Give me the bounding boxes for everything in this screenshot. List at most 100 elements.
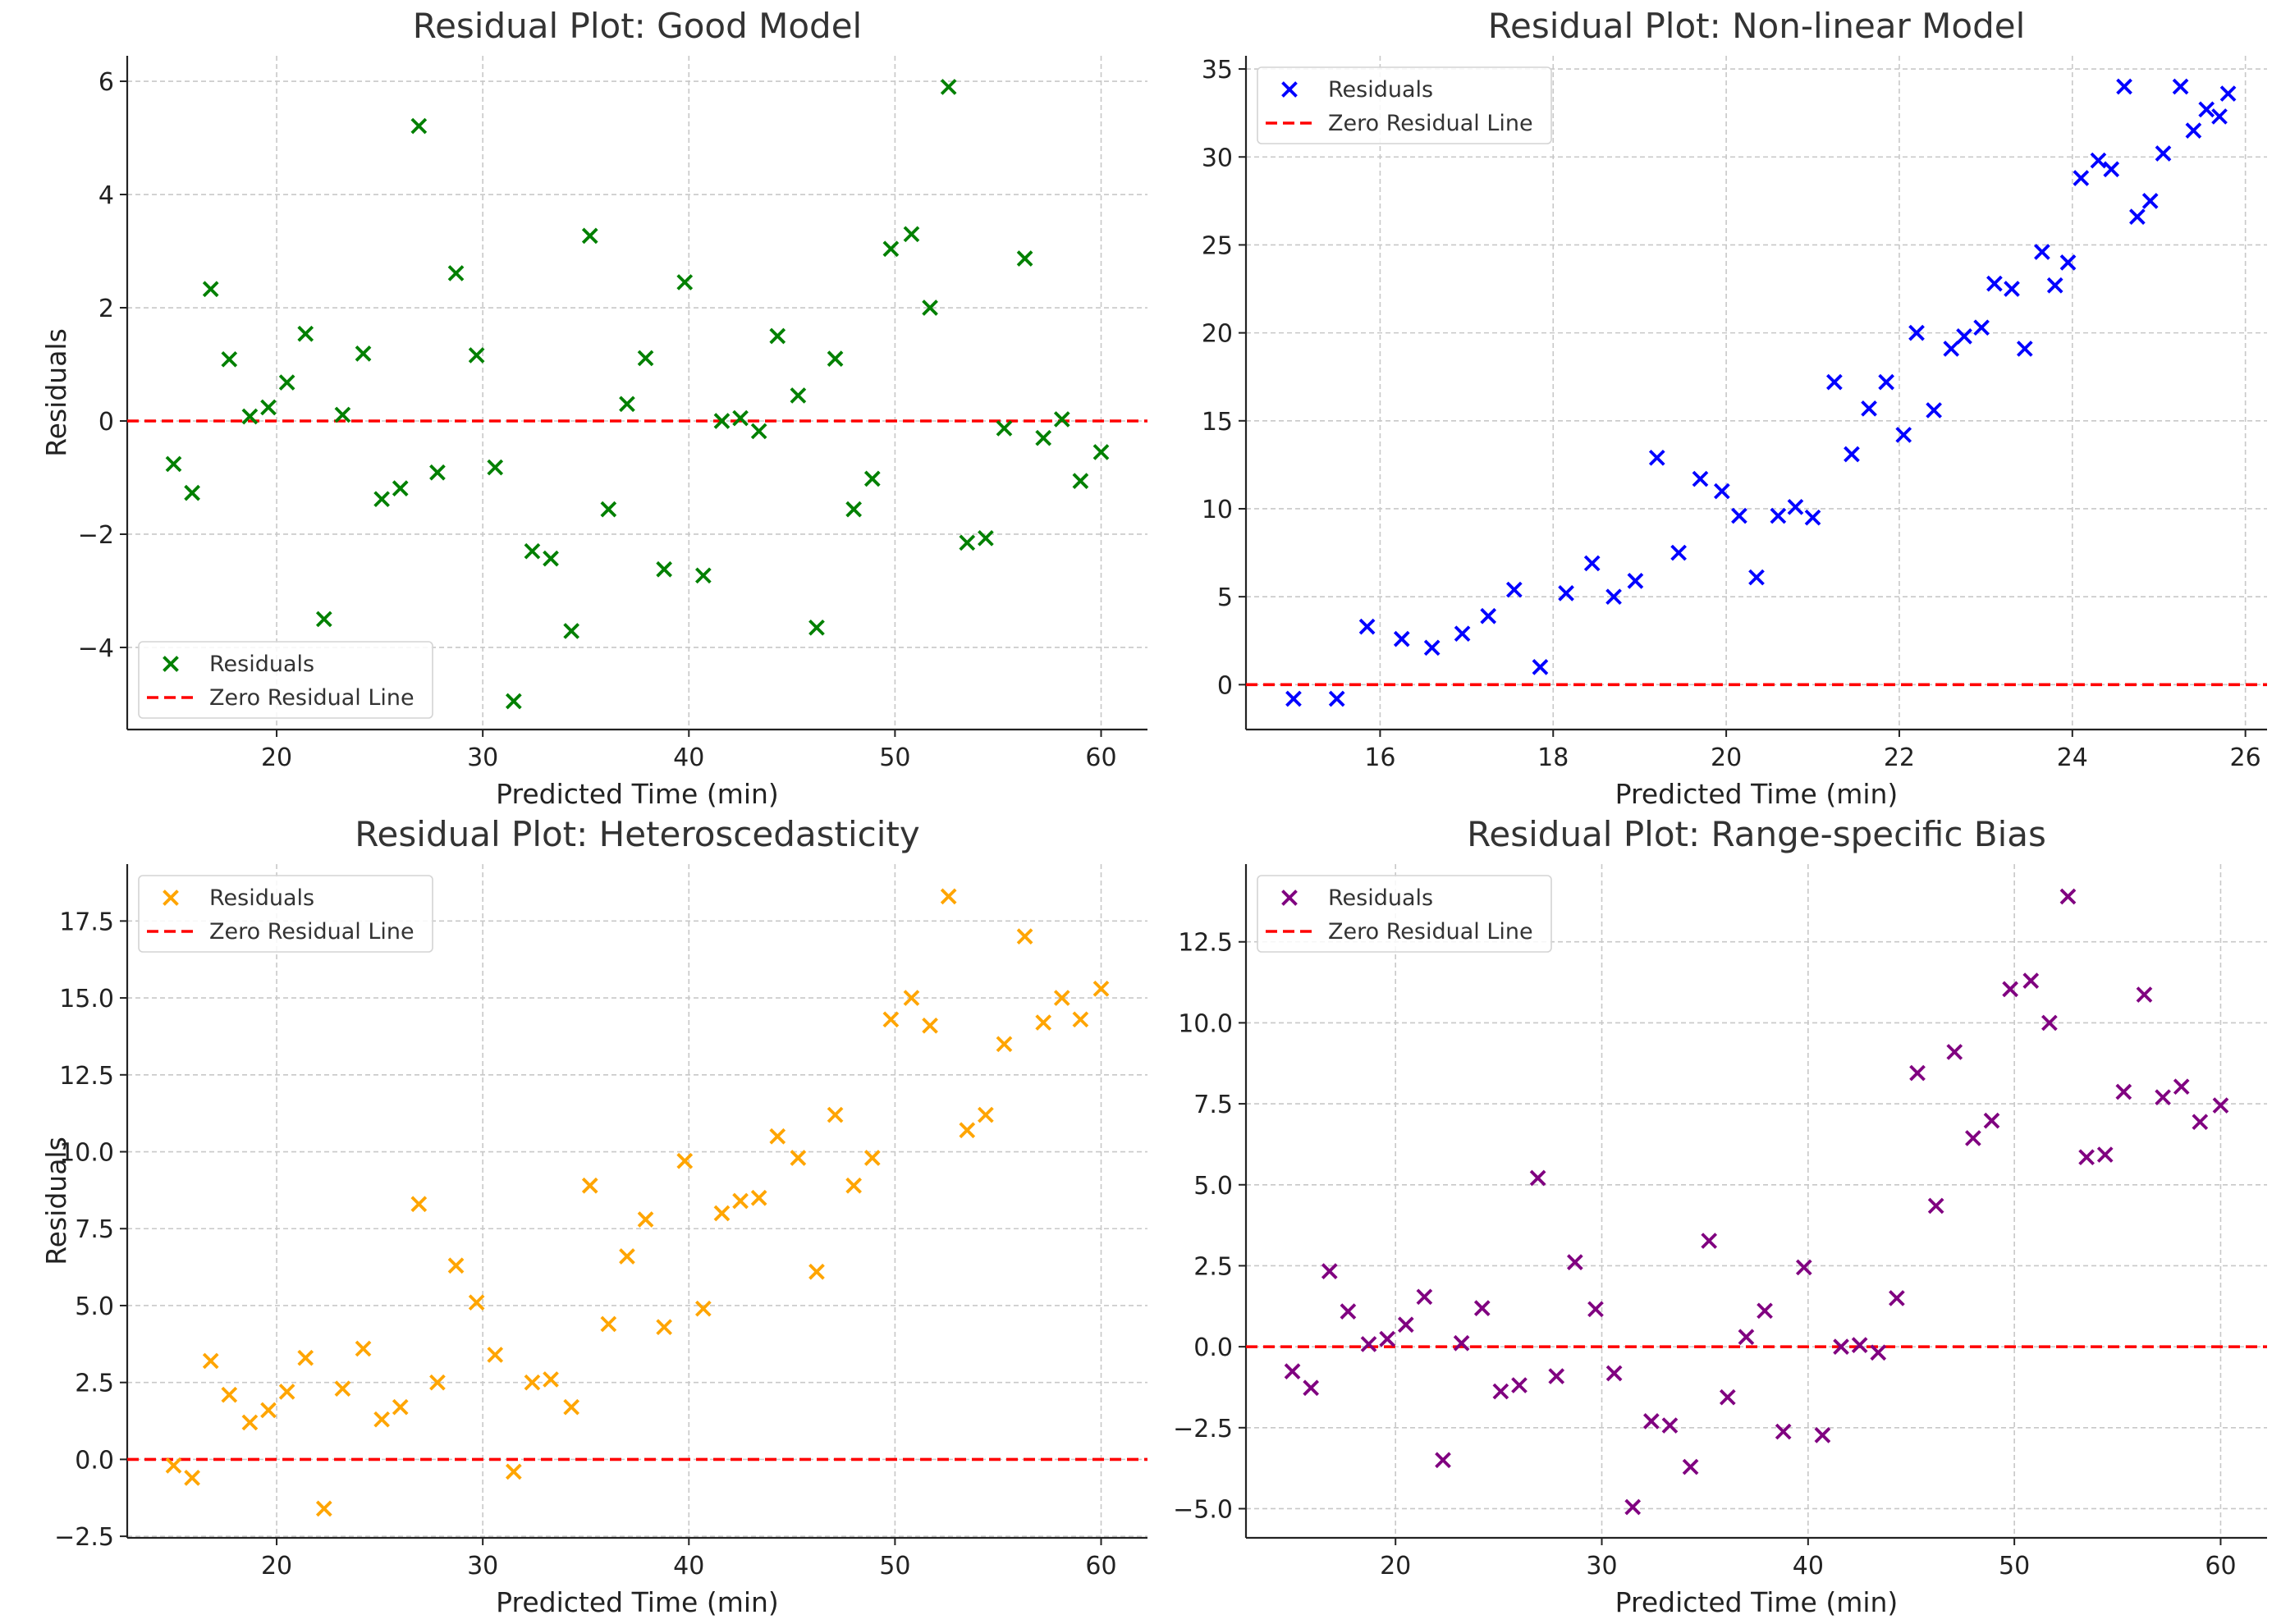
residual-point [695, 1300, 712, 1317]
legend-zero-line-label: Zero Residual Line [209, 685, 415, 711]
residual-point [1870, 1344, 1887, 1361]
y-tick-label: 4 [98, 181, 114, 210]
residual-point [903, 226, 920, 243]
residual-point [2004, 281, 2020, 297]
x-tick-label: 20 [1380, 1552, 1411, 1581]
residual-point [334, 406, 351, 423]
residual-point [2059, 254, 2077, 271]
residual-point [1285, 690, 1302, 707]
residual-point [1770, 507, 1787, 524]
residual-point [1833, 1338, 1849, 1355]
y-tick-label: 10.0 [59, 1139, 114, 1168]
x-tick-label: 40 [1793, 1552, 1824, 1581]
residual-point [1016, 928, 1033, 945]
residual-point [1532, 659, 1549, 675]
y-tick-label: 15.0 [59, 985, 114, 1013]
residual-point [695, 567, 712, 584]
x-axis-label: Predicted Time (min) [1615, 778, 1899, 810]
residual-point [1682, 1458, 1699, 1475]
residual-point [2022, 972, 2040, 989]
residual-point [2211, 108, 2228, 125]
residual-point [202, 281, 219, 298]
grid [1246, 56, 2267, 730]
grid [127, 56, 1147, 730]
y-tick-label: 5.0 [1193, 1172, 1233, 1201]
residual-point [1973, 319, 1990, 336]
x-tick-label: 60 [2205, 1552, 2236, 1581]
residual-point [487, 459, 504, 476]
residual-point [656, 560, 672, 578]
residual-point [1360, 1336, 1377, 1352]
y-tick-label: 35 [1202, 56, 1233, 85]
residual-point [1435, 1452, 1451, 1469]
residual-point [1757, 1302, 1773, 1320]
residual-point [1927, 1197, 1944, 1215]
residual-point [581, 1177, 598, 1194]
residual-point [940, 888, 957, 905]
residual-point [429, 1374, 446, 1391]
residual-point [315, 611, 332, 628]
residual-point [2155, 145, 2172, 162]
residual-point [845, 1177, 863, 1194]
residual-point [2192, 1114, 2209, 1131]
y-tick-label: 25 [1202, 231, 1233, 260]
residual-point [1053, 990, 1070, 1006]
residual-point [1943, 341, 1960, 357]
residual-point [1895, 427, 1912, 443]
legend: Residuals Zero Residual Line [138, 875, 433, 953]
residual-point [1926, 402, 1942, 419]
residual-point [619, 396, 635, 413]
residual-point [978, 1106, 994, 1123]
residual-point [1624, 1498, 1642, 1516]
y-tick-label: 20 [1202, 320, 1233, 349]
residual-point [315, 1500, 332, 1517]
y-tick-label: 12.5 [1178, 929, 1233, 958]
legend: Residuals Zero Residual Line [1257, 66, 1552, 144]
residual-point [769, 1128, 786, 1145]
residual-point [2136, 986, 2153, 1003]
residual-point [619, 1248, 635, 1265]
legend: Residuals Zero Residual Line [1257, 875, 1552, 953]
residual-point [2212, 1097, 2229, 1114]
residual-point [429, 464, 446, 481]
residual-point [1738, 1329, 1755, 1346]
x-tick-label: 18 [1537, 743, 1569, 772]
residual-point [1804, 509, 1821, 526]
y-tick-label: −5.0 [1173, 1495, 1233, 1524]
residual-point [1814, 1427, 1831, 1443]
residual-point [2172, 78, 2189, 95]
x-tick-label: 40 [673, 1552, 704, 1581]
residual-point [278, 1384, 295, 1400]
residual-point [447, 1257, 465, 1274]
residual-point [355, 1340, 372, 1357]
legend-residuals-marker-icon [1281, 81, 1298, 98]
residual-point [334, 1380, 351, 1398]
residual-point [1713, 483, 1730, 500]
residual-point [750, 423, 767, 440]
residual-point [2116, 78, 2132, 95]
residual-point [863, 1150, 881, 1166]
y-tick-label: 0 [1217, 671, 1233, 700]
residual-point [260, 1402, 277, 1419]
residual-point [505, 693, 522, 710]
residual-point [241, 408, 259, 425]
residual-point [2103, 161, 2120, 178]
residual-point [410, 1196, 428, 1213]
residual-point [524, 542, 541, 560]
residual-point [1889, 1290, 1905, 1306]
residual-point [676, 1152, 694, 1169]
residual-point [1909, 1064, 1926, 1082]
residual-point [1605, 588, 1622, 606]
residual-point [882, 1011, 900, 1028]
residual-point [1511, 1377, 1528, 1393]
residual-point [543, 550, 559, 567]
residual-point [1844, 446, 1860, 463]
grid [127, 864, 1147, 1538]
legend-box [138, 875, 433, 953]
residual-point [581, 227, 598, 245]
residual-points [165, 888, 1110, 1517]
y-axis-label: Residuals [40, 1137, 72, 1265]
x-tick-label: 20 [1711, 743, 1742, 772]
residual-point [863, 470, 881, 487]
